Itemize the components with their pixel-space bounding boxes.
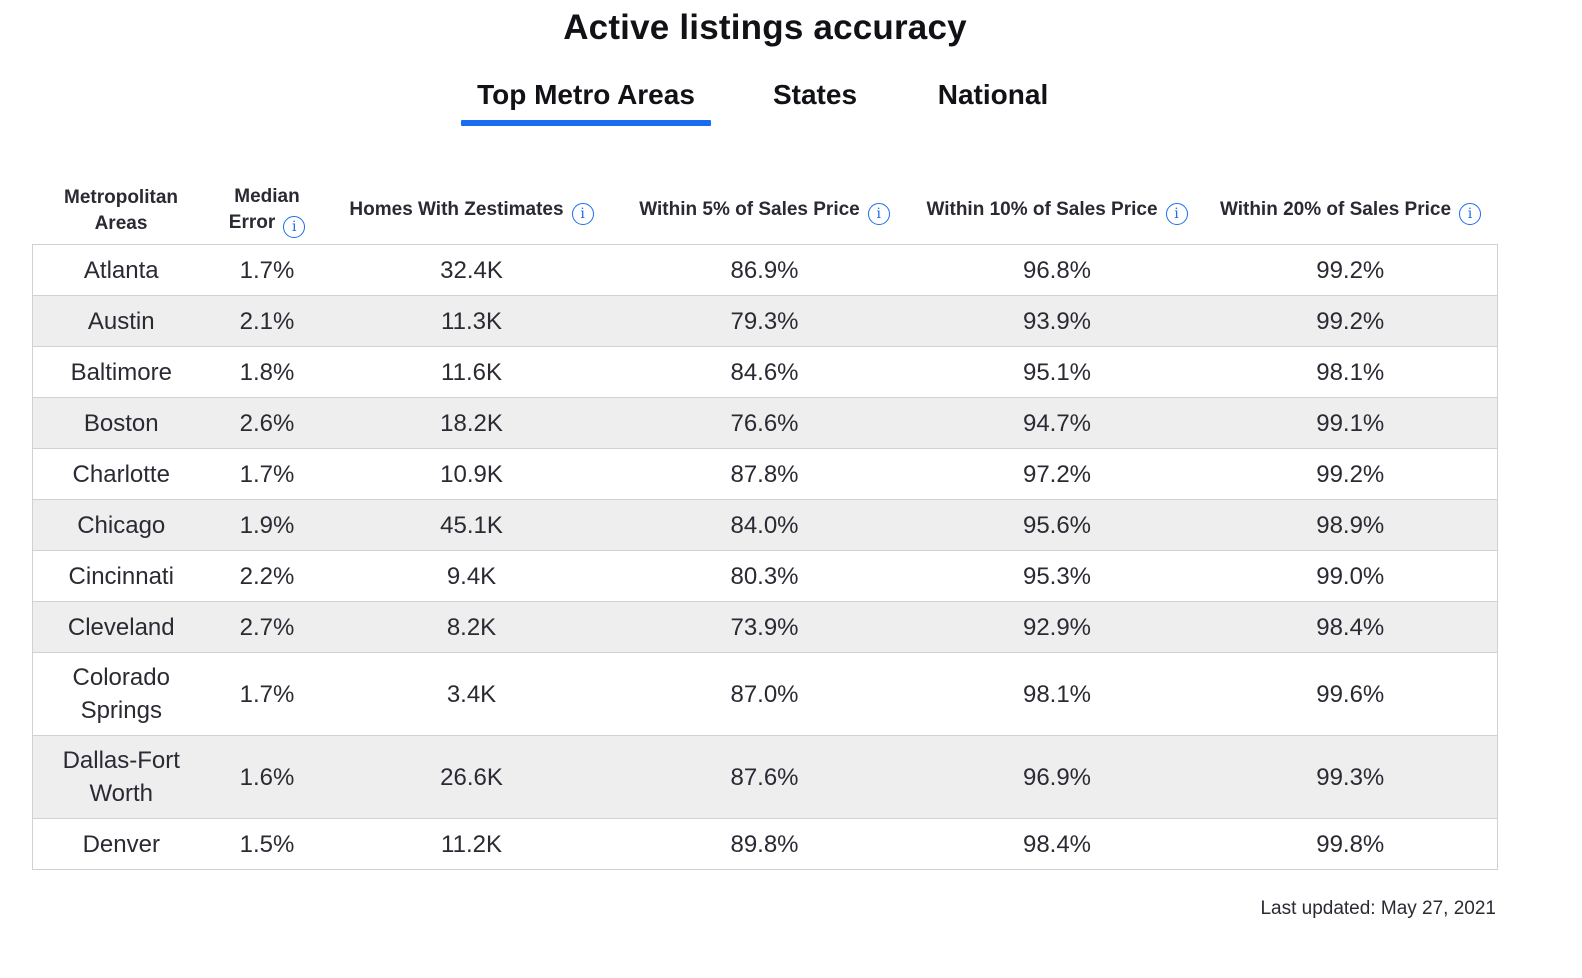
cell-within-20: 99.2% — [1316, 256, 1385, 284]
cell-median-error: 1.8% — [239, 358, 295, 386]
cell-median-error: 1.7% — [239, 460, 295, 488]
table-row: Denver 1.5% 11.2K 89.8% 98.4% 99.8% — [32, 818, 1498, 870]
tab-states[interactable]: States — [772, 79, 858, 110]
cell-homes: 11.6K — [441, 358, 502, 386]
table-row: Atlanta 1.7% 32.4K 86.9% 96.8% 99.2% — [32, 244, 1498, 296]
cell-within-20: 99.8% — [1316, 830, 1385, 858]
cell-within-5: 84.0% — [730, 511, 799, 539]
cell-area: Charlotte — [72, 460, 170, 488]
cell-homes: 32.4K — [440, 256, 503, 284]
cell-area: Atlanta — [83, 256, 159, 284]
cell-within-20: 99.1% — [1316, 409, 1385, 437]
cell-within-10: 92.9% — [1022, 613, 1092, 641]
last-updated: Last updated: May 27, 2021 — [1260, 898, 1496, 919]
cell-within-5: 87.8% — [730, 460, 799, 488]
cell-homes: 9.4K — [446, 562, 497, 590]
tab-top-metro-areas[interactable]: Top Metro Areas — [461, 74, 711, 126]
cell-homes: 18.2K — [440, 409, 503, 437]
cell-median-error: 1.5% — [239, 830, 295, 858]
header-median-error: Median Error i — [209, 178, 325, 245]
cell-within-5: 84.6% — [730, 358, 799, 386]
cell-within-10: 97.2% — [1022, 460, 1092, 488]
cell-median-error: 1.7% — [239, 256, 295, 284]
table-row: Cincinnati 2.2% 9.4K 80.3% 95.3% 99.0% — [32, 550, 1498, 602]
cell-within-10: 98.1% — [1022, 680, 1092, 708]
homes-info-icon[interactable]: i — [571, 203, 594, 225]
tab-bar: Top Metro Areas States National — [0, 74, 1530, 130]
cell-within-10: 96.8% — [1022, 256, 1092, 284]
cell-median-error: 1.7% — [239, 680, 295, 708]
cell-within-20: 98.4% — [1316, 613, 1385, 641]
table-row: Baltimore 1.8% 11.6K 84.6% 95.1% 98.1% — [32, 346, 1498, 398]
cell-within-5: 73.9% — [730, 613, 799, 641]
page-title: Active listings accuracy — [563, 8, 967, 47]
table-header-row: Metropolitan Areas Median Error i Homes W… — [32, 178, 1498, 245]
table-row: Dallas-Fort Worth 1.6% 26.6K 87.6% 96.9%… — [32, 735, 1498, 819]
cell-within-5: 80.3% — [730, 562, 799, 590]
cell-within-20: 99.0% — [1316, 562, 1385, 590]
cell-area: Dallas-Fort Worth — [62, 747, 180, 807]
table-row: Boston 2.6% 18.2K 76.6% 94.7% 99.1% — [32, 397, 1498, 449]
tab-national[interactable]: National — [937, 79, 1049, 110]
cell-within-20: 99.2% — [1316, 307, 1385, 335]
within-5-info-icon[interactable]: i — [867, 203, 890, 225]
cell-within-10: 98.4% — [1022, 830, 1092, 858]
cell-within-10: 93.9% — [1022, 307, 1092, 335]
cell-within-5: 86.9% — [730, 256, 799, 284]
cell-area: Baltimore — [70, 358, 172, 386]
table-row: Charlotte 1.7% 10.9K 87.8% 97.2% 99.2% — [32, 448, 1498, 500]
within-20-info-icon[interactable]: i — [1459, 203, 1482, 225]
cell-area: Denver — [82, 830, 160, 858]
cell-area: Boston — [83, 409, 159, 437]
cell-within-10: 95.6% — [1022, 511, 1092, 539]
cell-homes: 11.3K — [441, 307, 502, 335]
cell-within-20: 98.9% — [1316, 511, 1385, 539]
cell-within-5: 87.6% — [730, 763, 799, 791]
cell-area: Chicago — [77, 511, 166, 539]
cell-homes: 8.2K — [446, 613, 497, 641]
within-10-info-icon[interactable]: i — [1165, 203, 1188, 225]
cell-area: Cleveland — [67, 613, 175, 641]
table-row: Colorado Springs 1.7% 3.4K 87.0% 98.1% 9… — [32, 652, 1498, 736]
cell-homes: 10.9K — [440, 460, 503, 488]
header-within-5: Within 5% of Sales Price i — [618, 178, 911, 245]
header-metropolitan-areas: Metropolitan Areas — [32, 178, 210, 245]
header-within-20: Within 20% of Sales Price i — [1203, 178, 1498, 245]
cell-within-10: 95.1% — [1022, 358, 1092, 386]
table-row: Chicago 1.9% 45.1K 84.0% 95.6% 98.9% — [32, 499, 1498, 551]
cell-median-error: 2.1% — [239, 307, 295, 335]
header-within-10: Within 10% of Sales Price i — [910, 178, 1204, 245]
accuracy-table: Metropolitan Areas Median Error i Homes W… — [32, 178, 1498, 870]
cell-within-10: 94.7% — [1022, 409, 1092, 437]
cell-within-20: 99.6% — [1316, 680, 1385, 708]
cell-homes: 45.1K — [440, 511, 503, 539]
cell-median-error: 1.9% — [239, 511, 295, 539]
cell-area: Austin — [87, 307, 155, 335]
cell-within-5: 76.6% — [730, 409, 799, 437]
cell-median-error: 2.6% — [239, 409, 295, 437]
median-error-info-icon[interactable]: i — [283, 216, 306, 238]
cell-within-10: 95.3% — [1022, 562, 1092, 590]
header-homes-with-zestimates: Homes With Zestimates i — [324, 178, 619, 245]
cell-median-error: 2.7% — [239, 613, 295, 641]
cell-median-error: 1.6% — [239, 763, 295, 791]
table-row: Austin 2.1% 11.3K 79.3% 93.9% 99.2% — [32, 295, 1498, 347]
cell-within-20: 99.2% — [1316, 460, 1385, 488]
table-row: Cleveland 2.7% 8.2K 73.9% 92.9% 98.4% — [32, 601, 1498, 653]
cell-within-10: 96.9% — [1022, 763, 1092, 791]
cell-median-error: 2.2% — [239, 562, 295, 590]
cell-within-5: 79.3% — [730, 307, 799, 335]
cell-within-5: 87.0% — [730, 680, 799, 708]
cell-area: Colorado Springs — [72, 664, 170, 724]
cell-homes: 3.4K — [446, 680, 497, 708]
cell-area: Cincinnati — [68, 562, 174, 590]
cell-within-20: 98.1% — [1316, 358, 1385, 386]
cell-within-20: 99.3% — [1316, 763, 1385, 791]
cell-within-5: 89.8% — [730, 830, 799, 858]
cell-homes: 26.6K — [440, 763, 503, 791]
cell-homes: 11.2K — [441, 830, 502, 858]
